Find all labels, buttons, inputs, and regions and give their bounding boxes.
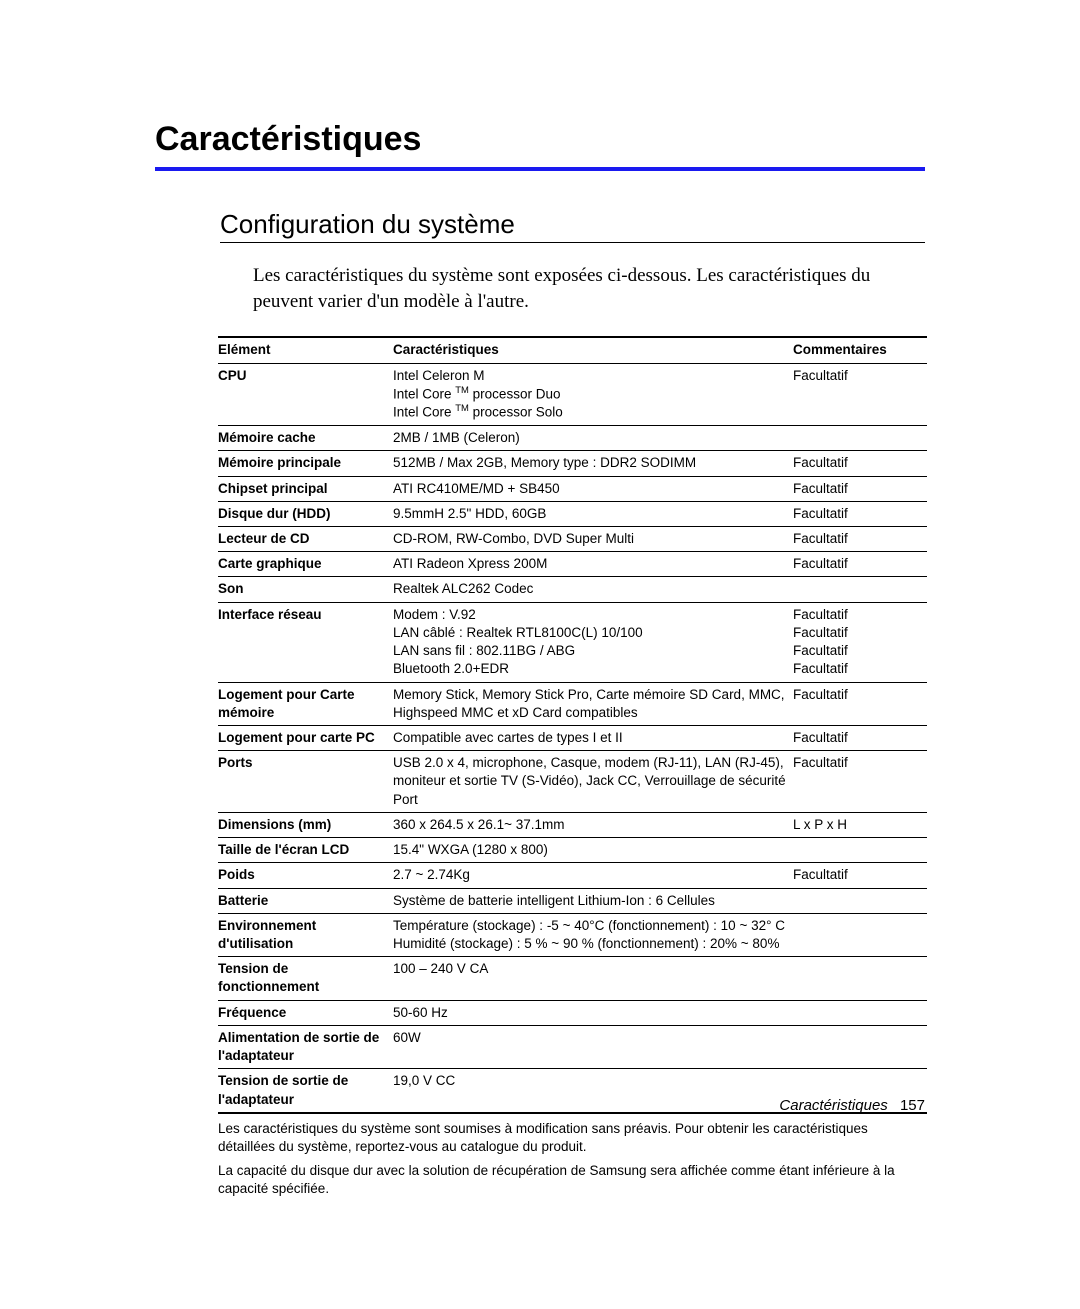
cell-caracteristiques: 60W xyxy=(393,1025,793,1068)
cell-commentaires: Facultatif xyxy=(793,476,927,501)
cell-element: Batterie xyxy=(218,888,393,913)
cell-caracteristiques: 9.5mmH 2.5" HDD, 60GB xyxy=(393,501,793,526)
cell-commentaires: Facultatif xyxy=(793,682,927,725)
col-header-caracteristiques: Caractéristiques xyxy=(393,337,793,363)
section-title: Configuration du système xyxy=(220,209,925,240)
cell-element: Ports xyxy=(218,751,393,813)
table-row: Lecteur de CDCD-ROM, RW-Combo, DVD Super… xyxy=(218,527,927,552)
table-row: Interface réseauModem : V.92LAN câblé : … xyxy=(218,602,927,682)
table-row: Environnement d'utilisationTempérature (… xyxy=(218,913,927,956)
table-header-row: Elément Caractéristiques Commentaires xyxy=(218,337,927,363)
cell-element: Logement pour carte PC xyxy=(218,726,393,751)
cell-element: Tension de fonctionnement xyxy=(218,957,393,1000)
cell-commentaires xyxy=(793,913,927,956)
col-header-commentaires: Commentaires xyxy=(793,337,927,363)
table-row: Poids2.7 ~ 2.74KgFacultatif xyxy=(218,863,927,888)
table-row: Alimentation de sortie de l'adaptateur60… xyxy=(218,1025,927,1068)
cell-caracteristiques: Memory Stick, Memory Stick Pro, Carte mé… xyxy=(393,682,793,725)
table-row: Dimensions (mm)360 x 264.5 x 26.1~ 37.1m… xyxy=(218,812,927,837)
cell-element: Lecteur de CD xyxy=(218,527,393,552)
cell-element: Dimensions (mm) xyxy=(218,812,393,837)
table-row: Logement pour carte PCCompatible avec ca… xyxy=(218,726,927,751)
cell-caracteristiques: 2.7 ~ 2.74Kg xyxy=(393,863,793,888)
cell-caracteristiques: 50-60 Hz xyxy=(393,1000,793,1025)
cell-element: Interface réseau xyxy=(218,602,393,682)
table-row: Tension de fonctionnement100 – 240 V CA xyxy=(218,957,927,1000)
table-row: SonRealtek ALC262 Codec xyxy=(218,577,927,602)
table-row: Fréquence50-60 Hz xyxy=(218,1000,927,1025)
spec-table: Elément Caractéristiques Commentaires CP… xyxy=(218,336,927,1113)
footnote-1: Les caractéristiques du système sont sou… xyxy=(218,1120,927,1156)
col-header-element: Elément xyxy=(218,337,393,363)
page-footer: Caractéristiques 157 xyxy=(779,1097,925,1114)
cell-caracteristiques: Température (stockage) : -5 ~ 40°C (fonc… xyxy=(393,913,793,956)
cell-element: Son xyxy=(218,577,393,602)
cell-element: Disque dur (HDD) xyxy=(218,501,393,526)
table-row: Disque dur (HDD)9.5mmH 2.5" HDD, 60GBFac… xyxy=(218,501,927,526)
table-row: Logement pour Carte mémoireMemory Stick,… xyxy=(218,682,927,725)
cell-caracteristiques: 2MB / 1MB (Celeron) xyxy=(393,426,793,451)
table-row: BatterieSystème de batterie intelligent … xyxy=(218,888,927,913)
table-row: Taille de l'écran LCD15.4" WXGA (1280 x … xyxy=(218,838,927,863)
cell-commentaires: L x P x H xyxy=(793,812,927,837)
cell-element: Carte graphique xyxy=(218,552,393,577)
cell-commentaires: Facultatif xyxy=(793,363,927,426)
footer-page-number: 157 xyxy=(900,1097,925,1114)
cell-commentaires xyxy=(793,577,927,602)
cell-element: Alimentation de sortie de l'adaptateur xyxy=(218,1025,393,1068)
cell-caracteristiques: 512MB / Max 2GB, Memory type : DDR2 SODI… xyxy=(393,451,793,476)
cell-element: Mémoire cache xyxy=(218,426,393,451)
cell-caracteristiques: 15.4" WXGA (1280 x 800) xyxy=(393,838,793,863)
cell-caracteristiques: Compatible avec cartes de types I et II xyxy=(393,726,793,751)
cell-caracteristiques: ATI Radeon Xpress 200M xyxy=(393,552,793,577)
cell-element: Taille de l'écran LCD xyxy=(218,838,393,863)
cell-commentaires: Facultatif xyxy=(793,501,927,526)
cell-element: Logement pour Carte mémoire xyxy=(218,682,393,725)
cell-commentaires: Facultatif xyxy=(793,863,927,888)
cell-commentaires xyxy=(793,426,927,451)
cell-commentaires xyxy=(793,1025,927,1068)
footer-label: Caractéristiques xyxy=(779,1097,887,1114)
cell-commentaires: Facultatif xyxy=(793,527,927,552)
cell-commentaires xyxy=(793,957,927,1000)
table-row: Mémoire cache2MB / 1MB (Celeron) xyxy=(218,426,927,451)
table-row: CPUIntel Celeron MIntel Core TM processo… xyxy=(218,363,927,426)
cell-caracteristiques: Modem : V.92LAN câblé : Realtek RTL8100C… xyxy=(393,602,793,682)
cell-commentaires: Facultatif xyxy=(793,726,927,751)
title-rule xyxy=(155,167,925,171)
cell-commentaires: Facultatif xyxy=(793,552,927,577)
cell-caracteristiques: ATI RC410ME/MD + SB450 xyxy=(393,476,793,501)
cell-caracteristiques: 19,0 V CC xyxy=(393,1069,793,1113)
cell-commentaires xyxy=(793,1000,927,1025)
cell-caracteristiques: 100 – 240 V CA xyxy=(393,957,793,1000)
cell-caracteristiques: Intel Celeron MIntel Core TM processor D… xyxy=(393,363,793,426)
cell-commentaires: Facultatif xyxy=(793,751,927,813)
cell-commentaires xyxy=(793,888,927,913)
table-row: Chipset principalATI RC410ME/MD + SB450F… xyxy=(218,476,927,501)
cell-element: Environnement d'utilisation xyxy=(218,913,393,956)
table-row: Mémoire principale512MB / Max 2GB, Memor… xyxy=(218,451,927,476)
cell-element: Tension de sortie de l'adaptateur xyxy=(218,1069,393,1113)
cell-element: CPU xyxy=(218,363,393,426)
cell-caracteristiques: 360 x 264.5 x 26.1~ 37.1mm xyxy=(393,812,793,837)
section-rule xyxy=(220,242,925,243)
footnote-2: La capacité du disque dur avec la soluti… xyxy=(218,1162,927,1198)
cell-caracteristiques: Realtek ALC262 Codec xyxy=(393,577,793,602)
cell-caracteristiques: USB 2.0 x 4, microphone, Casque, modem (… xyxy=(393,751,793,813)
table-row: PortsUSB 2.0 x 4, microphone, Casque, mo… xyxy=(218,751,927,813)
cell-commentaires: Facultatif xyxy=(793,451,927,476)
cell-element: Mémoire principale xyxy=(218,451,393,476)
cell-caracteristiques: CD-ROM, RW-Combo, DVD Super Multi xyxy=(393,527,793,552)
intro-paragraph: Les caractéristiques du système sont exp… xyxy=(253,263,925,314)
table-row: Carte graphiqueATI Radeon Xpress 200MFac… xyxy=(218,552,927,577)
cell-element: Poids xyxy=(218,863,393,888)
cell-element: Fréquence xyxy=(218,1000,393,1025)
page-title: Caractéristiques xyxy=(155,120,925,159)
cell-element: Chipset principal xyxy=(218,476,393,501)
cell-caracteristiques: Système de batterie intelligent Lithium-… xyxy=(393,888,793,913)
cell-commentaires xyxy=(793,838,927,863)
cell-commentaires: FacultatifFacultatifFacultatifFacultatif xyxy=(793,602,927,682)
